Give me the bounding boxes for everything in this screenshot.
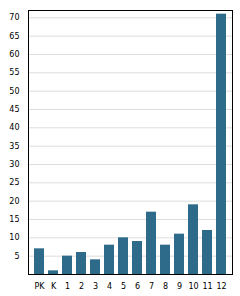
svg-text:30: 30 (9, 160, 19, 169)
svg-text:1: 1 (65, 282, 70, 291)
svg-text:70: 70 (9, 13, 19, 22)
svg-text:60: 60 (9, 50, 19, 59)
svg-text:5: 5 (121, 282, 126, 291)
svg-text:8: 8 (163, 282, 168, 291)
svg-text:50: 50 (9, 87, 19, 96)
svg-text:5: 5 (14, 252, 19, 261)
svg-text:35: 35 (9, 142, 19, 151)
svg-text:K: K (51, 282, 57, 291)
svg-text:12: 12 (216, 282, 226, 291)
svg-text:15: 15 (9, 215, 19, 224)
svg-text:PK: PK (34, 282, 45, 291)
svg-text:65: 65 (9, 32, 19, 41)
svg-text:3: 3 (93, 282, 98, 291)
svg-text:10: 10 (9, 233, 19, 242)
svg-text:55: 55 (9, 68, 19, 77)
svg-text:4: 4 (107, 282, 112, 291)
svg-text:20: 20 (9, 197, 19, 206)
svg-text:2: 2 (79, 282, 84, 291)
svg-text:10: 10 (188, 282, 198, 291)
svg-text:25: 25 (9, 178, 19, 187)
svg-text:45: 45 (9, 105, 19, 114)
svg-text:6: 6 (135, 282, 140, 291)
svg-text:7: 7 (149, 282, 154, 291)
svg-text:40: 40 (9, 123, 19, 132)
svg-text:11: 11 (202, 282, 212, 291)
svg-text:9: 9 (177, 282, 182, 291)
